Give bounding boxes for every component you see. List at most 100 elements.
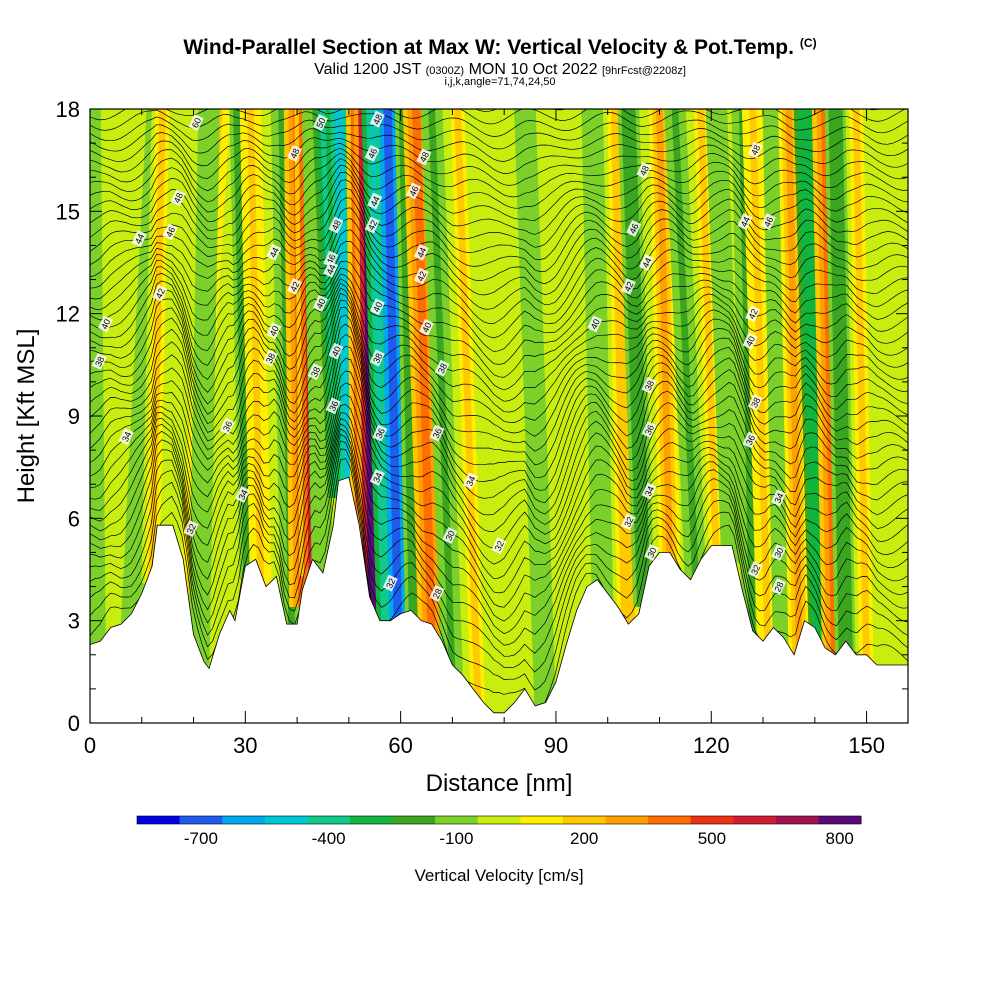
svg-text:36: 36 [327,399,340,412]
theta-contour [90,440,908,673]
colorbar-label: Vertical Velocity [cm/s] [414,866,583,885]
theta-contour [90,345,908,516]
velocity-band-shell [247,109,265,590]
colorbar-swatch [137,816,181,824]
theta-contour [90,147,908,198]
contour-label: 44 [639,254,655,271]
y-tick-label: 12 [56,302,80,327]
svg-text:48: 48 [418,150,431,163]
contour-label: 40 [312,294,328,312]
contour-label: 40 [369,298,385,316]
svg-text:40: 40 [268,324,281,337]
svg-text:46: 46 [627,222,640,235]
colorbar-tick-label: -700 [184,829,218,848]
contour-label: 46 [364,144,380,162]
velocity-band-shell [852,109,870,672]
svg-text:44: 44 [415,246,428,259]
theta-contour [90,109,908,125]
svg-text:42: 42 [415,270,428,283]
contour-label: 38 [641,376,657,394]
contour-label: 44 [367,192,383,210]
contour-label: 34 [118,428,134,445]
colorbar-tick-label: 200 [570,829,598,848]
y-axis-label: Height [Kft MSL] [13,329,40,504]
velocity-band-shell [614,109,632,642]
colorbar-swatch [690,816,734,824]
colorbar-swatch [349,816,393,824]
contour-label: 34 [463,472,478,490]
svg-text:42: 42 [622,280,635,293]
velocity-band [581,109,614,604]
contour-label: 48 [747,141,763,159]
colorbar-swatch [648,816,692,824]
x-tick-label: 150 [848,733,885,758]
svg-text:38: 38 [264,352,277,365]
contour-label: 34 [641,482,657,500]
svg-text:34: 34 [464,474,477,487]
svg-text:30: 30 [772,546,785,559]
theta-contour [90,418,908,622]
contour-label: 46 [760,213,776,231]
contour-label: 42 [364,216,380,234]
svg-text:48: 48 [330,219,343,232]
colorbar-swatch [562,816,606,824]
velocity-band-shell [383,109,403,633]
svg-text:38: 38 [371,352,384,365]
x-tick-label: 0 [84,733,96,758]
theta-contour [90,428,908,646]
colorbar-swatch [222,816,266,824]
theta-contour [90,179,908,260]
velocity-band-shell [770,109,788,655]
svg-text:48: 48 [749,143,762,156]
contour-label: 36 [372,424,388,442]
y-tick-label: 3 [68,609,80,634]
svg-text:36: 36 [431,427,444,440]
contour-label: 50 [312,114,328,132]
theta-contour [90,158,908,221]
velocity-band-shell [195,109,213,665]
velocity-band [90,109,106,660]
svg-text:30: 30 [646,546,659,559]
velocity-band-shell [309,109,327,590]
colorbar-swatch [818,816,862,824]
svg-text:36: 36 [643,423,656,436]
contour-label: 44 [266,243,282,261]
contour-label: 30 [442,526,458,544]
svg-text:60: 60 [190,116,203,129]
theta-contour [90,109,908,137]
velocity-band-shell [713,109,736,563]
svg-text:36: 36 [374,427,387,440]
svg-text:36: 36 [744,433,757,446]
colorbar-swatch [775,816,819,824]
theta-contour [90,152,908,209]
chart-title: Wind-Parallel Section at Max W: Vertical… [183,36,817,59]
x-tick-label: 90 [544,733,568,758]
svg-text:44: 44 [369,195,382,208]
theta-contour [90,124,908,162]
velocity-band-shell [454,109,482,713]
svg-text:28: 28 [772,580,785,593]
contour-label: 40 [328,342,344,360]
theta-contour [90,394,908,580]
contour-label: 40 [98,315,113,333]
contour-label: 48 [328,216,344,234]
contour-label: 32 [491,537,507,555]
theta-contour [90,73,908,87]
velocity-band [514,109,557,713]
y-tick-label: 18 [56,97,80,122]
svg-text:42: 42 [288,280,301,293]
contour-label: 42 [620,277,636,295]
y-tick-label: 15 [56,199,80,224]
contour-label: 44 [323,260,339,278]
svg-text:28: 28 [431,587,444,600]
svg-text:38: 38 [643,379,656,392]
velocity-band-shell [588,109,606,604]
svg-text:38: 38 [93,355,106,368]
svg-text:32: 32 [185,522,198,535]
velocity-band-shell [521,109,549,713]
contour-label: 48 [287,144,302,162]
copyright-mark: (C) [799,36,817,50]
terrain-mask [90,476,908,723]
grid-indices-line: i,j,k,angle=71,74,24,50 [444,76,556,88]
